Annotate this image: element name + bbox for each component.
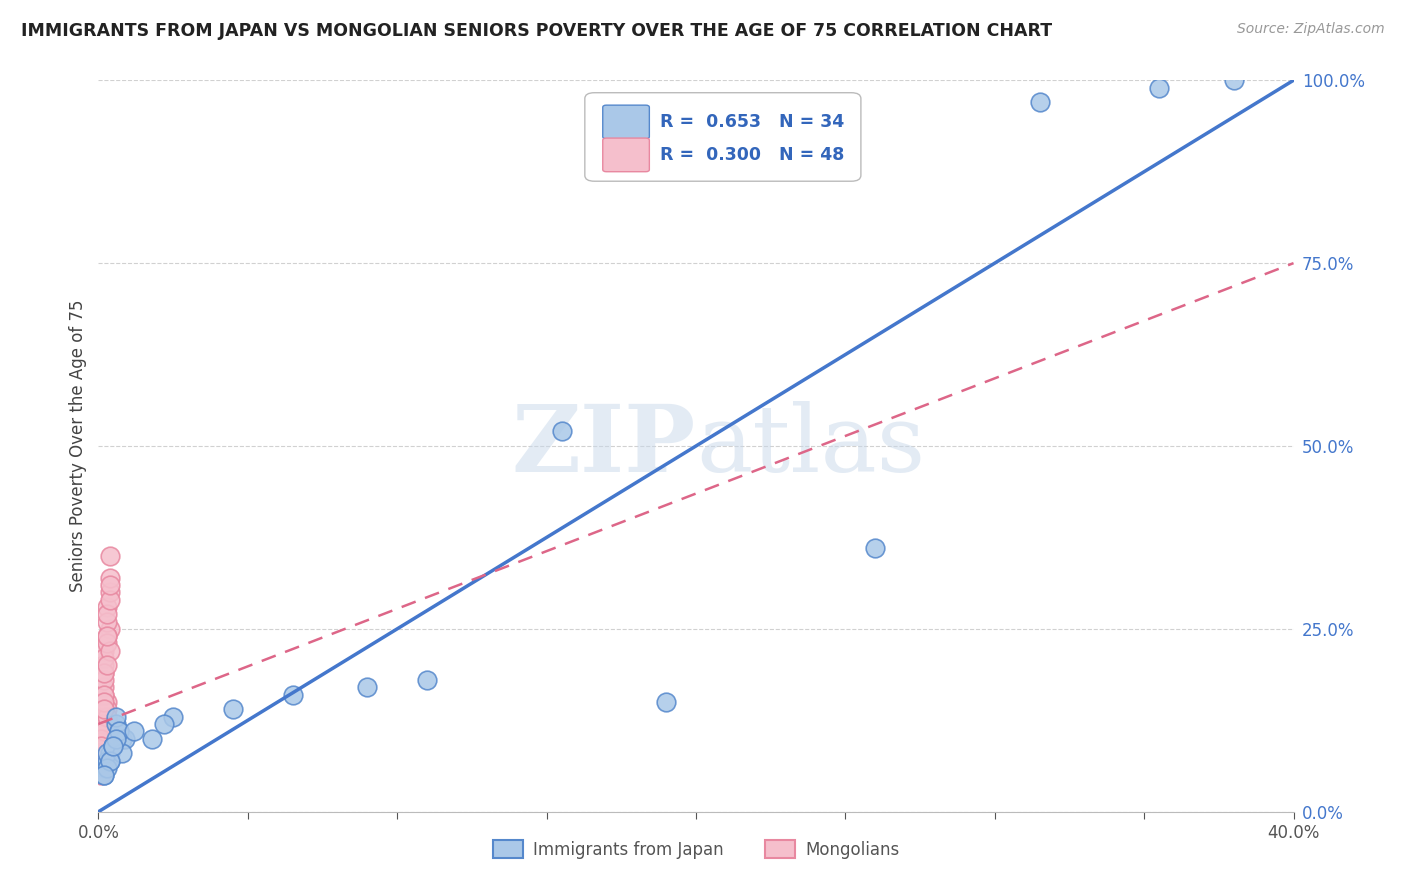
Point <box>96 746 118 760</box>
Point <box>96 599 118 614</box>
Point <box>96 607 118 622</box>
Point <box>153 717 176 731</box>
Point <box>103 739 125 753</box>
Point <box>90 724 112 739</box>
Point <box>356 681 378 695</box>
Point <box>222 702 245 716</box>
Point <box>96 695 118 709</box>
Point <box>93 658 115 673</box>
Point <box>93 688 115 702</box>
Point <box>96 658 118 673</box>
Point <box>162 709 184 723</box>
Point <box>105 717 128 731</box>
Point <box>96 709 118 723</box>
Point <box>93 644 115 658</box>
FancyBboxPatch shape <box>603 138 650 171</box>
Point <box>96 615 118 629</box>
Point <box>105 731 128 746</box>
Y-axis label: Seniors Poverty Over the Age of 75: Seniors Poverty Over the Age of 75 <box>69 300 87 592</box>
Point <box>93 702 115 716</box>
Point <box>93 673 115 687</box>
Point <box>98 622 122 636</box>
Point <box>655 695 678 709</box>
Point <box>108 724 131 739</box>
Point <box>416 673 439 687</box>
Point <box>111 746 134 760</box>
Legend: Immigrants from Japan, Mongolians: Immigrants from Japan, Mongolians <box>486 833 905 865</box>
Point <box>550 425 572 439</box>
Point <box>1147 80 1170 95</box>
Point <box>98 549 122 563</box>
Point <box>90 739 112 753</box>
Point <box>93 717 115 731</box>
Point <box>96 702 118 716</box>
Point <box>96 754 118 768</box>
Point <box>103 739 125 753</box>
Point <box>96 761 118 775</box>
Point <box>93 681 115 695</box>
Text: R =  0.653   N = 34: R = 0.653 N = 34 <box>661 113 845 131</box>
Point <box>96 629 118 643</box>
Point <box>93 731 115 746</box>
Point <box>93 768 115 782</box>
Point <box>98 585 122 599</box>
Point <box>90 761 112 775</box>
Text: IMMIGRANTS FROM JAPAN VS MONGOLIAN SENIORS POVERTY OVER THE AGE OF 75 CORRELATIO: IMMIGRANTS FROM JAPAN VS MONGOLIAN SENIO… <box>21 22 1052 40</box>
Point <box>1028 95 1050 110</box>
Point <box>90 768 112 782</box>
Point <box>90 754 112 768</box>
FancyBboxPatch shape <box>585 93 860 181</box>
Point <box>90 746 112 760</box>
Text: Source: ZipAtlas.com: Source: ZipAtlas.com <box>1237 22 1385 37</box>
Point <box>111 731 134 746</box>
Point <box>90 673 112 687</box>
Text: atlas: atlas <box>696 401 925 491</box>
Point <box>98 644 122 658</box>
Point <box>93 717 115 731</box>
Point <box>90 731 112 746</box>
Text: R =  0.300   N = 48: R = 0.300 N = 48 <box>661 146 845 164</box>
Point <box>124 724 146 739</box>
Point <box>98 754 122 768</box>
Point <box>98 746 122 760</box>
Point <box>93 768 115 782</box>
Point <box>96 754 118 768</box>
Point <box>90 739 112 753</box>
Point <box>1223 73 1246 87</box>
Point <box>93 665 115 680</box>
Point <box>141 731 163 746</box>
Point <box>105 709 128 723</box>
Point <box>90 746 112 760</box>
Point <box>108 724 131 739</box>
Point <box>93 724 115 739</box>
Point <box>93 761 115 775</box>
Point <box>93 688 115 702</box>
Point <box>98 571 122 585</box>
Point <box>98 754 122 768</box>
Point <box>96 709 118 723</box>
Point <box>93 651 115 665</box>
Point <box>114 731 136 746</box>
Point <box>90 761 112 775</box>
Point <box>281 688 304 702</box>
Point <box>103 739 125 753</box>
Point <box>98 578 122 592</box>
Point <box>90 739 112 753</box>
Point <box>93 665 115 680</box>
Point <box>96 636 118 650</box>
Point <box>98 592 122 607</box>
Point <box>96 746 118 760</box>
Text: ZIP: ZIP <box>512 401 696 491</box>
Point <box>90 754 112 768</box>
FancyBboxPatch shape <box>603 105 650 139</box>
Point <box>93 695 115 709</box>
Point <box>96 629 118 643</box>
Point <box>865 541 887 556</box>
